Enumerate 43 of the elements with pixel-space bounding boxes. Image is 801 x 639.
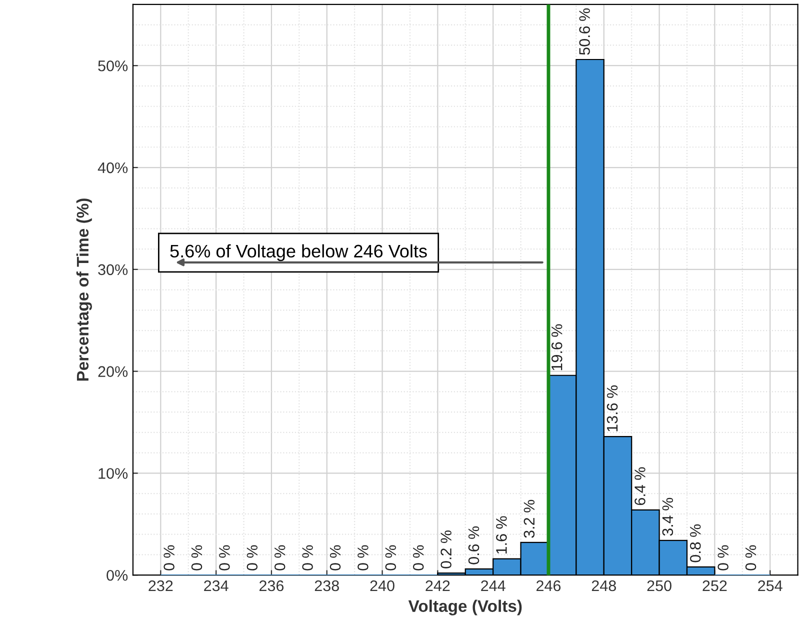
- data-label: 0 %: [358, 545, 368, 570]
- x-tick-label: 232: [148, 580, 173, 592]
- data-label: 0.8 %: [690, 524, 701, 562]
- x-axis-title: Voltage (Volts): [408, 600, 522, 616]
- x-tick-label: 248: [592, 580, 616, 592]
- data-label: 19.6 %: [551, 324, 562, 370]
- data-label: 0 %: [219, 545, 230, 570]
- y-tick-label: 50%: [98, 60, 128, 72]
- x-tick-label: 234: [204, 580, 228, 592]
- y-tick-label: 20%: [98, 366, 128, 377]
- data-label: 0 %: [330, 545, 341, 570]
- annotation: 5.6% of Voltage below 246 Volts: [170, 244, 427, 262]
- data-label: 0 %: [164, 545, 174, 570]
- x-tick-label: 252: [702, 580, 727, 592]
- x-tick-label: 240: [370, 580, 394, 592]
- x-tick-label: 254: [758, 580, 782, 592]
- data-label: 13.6 %: [606, 385, 618, 432]
- x-tick-label: 242: [426, 580, 450, 592]
- x-tick-label: 238: [314, 580, 339, 592]
- data-label: 0 %: [718, 545, 728, 570]
- data-label: 0 %: [745, 545, 756, 570]
- x-tick-label: 246: [536, 580, 561, 592]
- x-tick-label: 250: [647, 580, 672, 592]
- x-tick-label: 244: [481, 580, 506, 592]
- data-label: 3.2 %: [524, 500, 535, 538]
- data-label: 0 %: [191, 545, 202, 570]
- data-label: 0 %: [246, 545, 258, 570]
- data-label: 1.6 %: [496, 516, 507, 554]
- data-label: 0.6 %: [468, 526, 480, 564]
- y-tick-label: 30%: [98, 264, 128, 276]
- data-label: 6.4 %: [634, 467, 646, 506]
- data-label: 0 %: [412, 545, 424, 570]
- y-tick-label: 10%: [98, 468, 128, 479]
- data-label: 0 %: [274, 545, 286, 570]
- data-label: 0 %: [302, 545, 313, 570]
- y-tick-label: 0%: [106, 570, 128, 581]
- y-axis-title: Percentage of Time (%): [76, 198, 92, 381]
- data-label: 50.6 %: [579, 8, 590, 55]
- data-label: 0.2 %: [440, 530, 452, 568]
- x-tick-label: 236: [259, 580, 284, 592]
- data-label: 0 %: [385, 545, 396, 570]
- data-label: 3.4 %: [662, 498, 674, 536]
- y-tick-label: 40%: [98, 162, 128, 174]
